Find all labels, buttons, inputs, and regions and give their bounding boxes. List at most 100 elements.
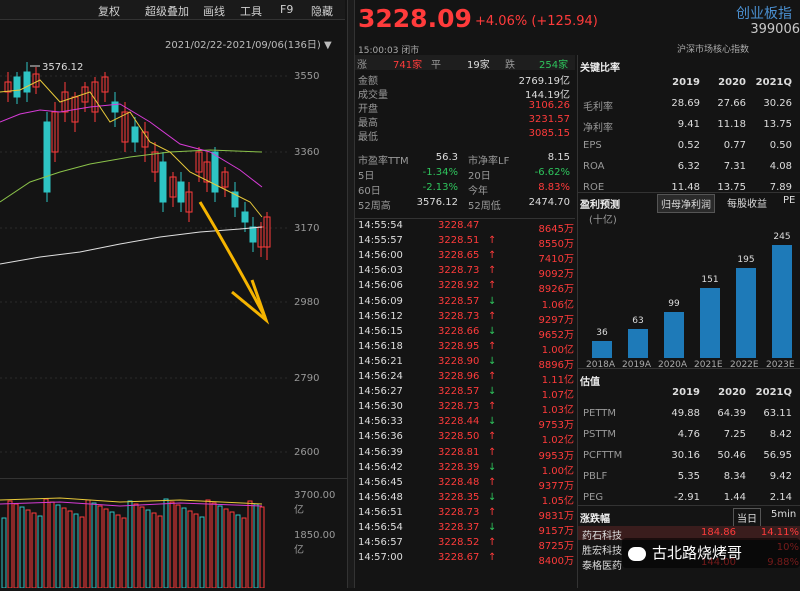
y-tick: 3170 xyxy=(294,223,320,234)
tick-price: 3228.73 xyxy=(438,265,480,277)
tab-pe[interactable]: PE xyxy=(783,195,796,206)
metric-label: 净利率 xyxy=(583,123,613,134)
tick-row: 14:56:42 3228.39 ↓ 1.00亿 xyxy=(358,462,574,477)
year-header: 2021Q xyxy=(755,77,792,88)
tick-time: 14:56:00 xyxy=(358,250,403,262)
y-tick: 2600 xyxy=(294,447,320,458)
tick-direction: ↑ xyxy=(488,235,497,247)
tick-direction: ↓ xyxy=(488,325,497,337)
tick-direction: ↑ xyxy=(488,401,497,413)
hide-button[interactable]: 隐藏 xyxy=(311,5,333,18)
metric-value: 56.95 xyxy=(763,450,792,461)
tick-volume: 9753万 xyxy=(538,420,574,432)
tick-direction: ↑ xyxy=(488,310,497,322)
volume-bar xyxy=(205,499,211,589)
tick-row: 14:56:00 3228.65 ↑ 7410万 xyxy=(358,250,574,266)
tick-price: 3228.73 xyxy=(438,506,480,518)
adjust-button[interactable]: 复权 xyxy=(98,5,120,18)
candle-body xyxy=(91,81,99,113)
tick-direction: ↓ xyxy=(488,491,497,503)
metric-value: 8.42 xyxy=(769,429,792,440)
volume-bar xyxy=(241,517,247,589)
forecast-value: 63 xyxy=(632,315,644,326)
metric-label: PCFTTM xyxy=(583,450,623,461)
tick-volume: 8725万 xyxy=(538,541,574,553)
forecast-bar xyxy=(664,312,684,358)
volume-bar xyxy=(133,503,139,589)
volume-bar xyxy=(85,499,91,589)
tick-price: 3228.50 xyxy=(438,431,480,443)
volume-bar xyxy=(103,508,109,589)
tick-time: 14:56:24 xyxy=(358,371,403,382)
tick-row: 14:56:48 3228.35 ↓ 1.05亿 xyxy=(358,491,574,507)
stat-label: 20日 xyxy=(468,171,491,182)
tick-price: 3228.66 xyxy=(438,325,480,337)
metric-value: 13.75 xyxy=(717,182,746,193)
tick-direction: ↓ xyxy=(488,416,497,428)
year-header: 2019 xyxy=(672,77,700,88)
tick-row: 14:56:36 3228.50 ↑ 1.02亿 xyxy=(358,431,574,446)
panel-splitter[interactable] xyxy=(347,0,355,588)
forecast-year: 2022E xyxy=(730,360,759,370)
tab-today[interactable]: 当日 xyxy=(733,508,761,527)
tab-5min[interactable]: 5min xyxy=(771,509,797,520)
volume-bar xyxy=(193,513,199,589)
metric-value: 50.46 xyxy=(717,450,746,461)
tick-direction: ↓ xyxy=(488,522,497,533)
candle-body xyxy=(111,101,119,113)
draw-button[interactable]: 画线 xyxy=(203,5,225,18)
stat-label: 市净率LF xyxy=(468,156,510,167)
tick-row: 14:56:03 3228.73 ↑ 9092万 xyxy=(358,265,574,280)
f9-button[interactable]: F9 xyxy=(280,3,294,16)
candle-body xyxy=(23,71,31,93)
divider xyxy=(578,192,800,193)
candle-body xyxy=(221,171,229,188)
index-name[interactable]: 创业板指 xyxy=(736,6,792,22)
candle-body xyxy=(211,151,219,193)
tick-volume: 8550万 xyxy=(538,239,574,251)
volume-bar xyxy=(115,514,121,589)
stat-value: 3106.26 xyxy=(528,100,570,111)
metric-value: 11.48 xyxy=(671,182,700,193)
metric-value: 4.08 xyxy=(769,161,792,172)
y-tick: 3360 xyxy=(294,147,320,158)
tick-price: 3228.92 xyxy=(438,280,480,292)
candlestick-chart[interactable]: 3576.12 xyxy=(0,52,290,472)
watermark: 古北路烧烤哥 xyxy=(622,538,800,568)
tick-volume: 1.05亿 xyxy=(541,495,574,507)
overlay-button[interactable]: 超级叠加 xyxy=(145,5,189,18)
volume-bar xyxy=(259,506,265,589)
tools-button[interactable]: 工具 xyxy=(240,5,262,18)
forecast-value: 99 xyxy=(668,299,680,310)
down-label: 跌 xyxy=(505,60,515,71)
valuation-title: 估值 xyxy=(580,377,600,388)
stat-label: 52周高 xyxy=(358,201,391,212)
tick-direction: ↑ xyxy=(488,537,497,549)
candle-body xyxy=(231,191,239,208)
mover-pct: 14.11% xyxy=(760,527,799,538)
candle-body xyxy=(159,161,167,203)
y-tick: 2980 xyxy=(294,297,320,308)
stat-label: 最高 xyxy=(358,118,378,129)
stat-label: 市盈率TTM xyxy=(358,156,409,167)
movers-title: 涨跌幅 xyxy=(580,514,610,525)
mover-row[interactable] xyxy=(578,526,800,540)
tick-time: 14:56:30 xyxy=(358,401,403,413)
tick-price: 3228.57 xyxy=(438,295,480,307)
year-header: 2020 xyxy=(718,387,746,398)
volume-bar xyxy=(55,504,61,589)
date-range[interactable]: 2021/02/22-2021/09/06(136日) ▼ xyxy=(165,40,332,51)
metric-value: 4.76 xyxy=(677,429,700,440)
tab-net-profit[interactable]: 归母净利润 xyxy=(657,194,715,213)
last-price: 3228.09 xyxy=(358,4,472,33)
volume-bar xyxy=(43,498,49,589)
tick-volume: 7410万 xyxy=(538,254,574,266)
tab-eps[interactable]: 每股收益 xyxy=(727,199,767,210)
tick-row: 14:56:24 3228.96 ↑ 1.11亿 xyxy=(358,371,574,386)
down-count: 254家 xyxy=(539,60,569,71)
tick-time: 14:56:15 xyxy=(358,325,403,337)
volume-bar xyxy=(1,517,7,589)
key-ratios-title: 关键比率 xyxy=(580,63,620,74)
volume-chart[interactable]: 3700.00亿 1850.00亿 xyxy=(0,488,335,589)
tick-time: 14:55:57 xyxy=(358,235,403,247)
